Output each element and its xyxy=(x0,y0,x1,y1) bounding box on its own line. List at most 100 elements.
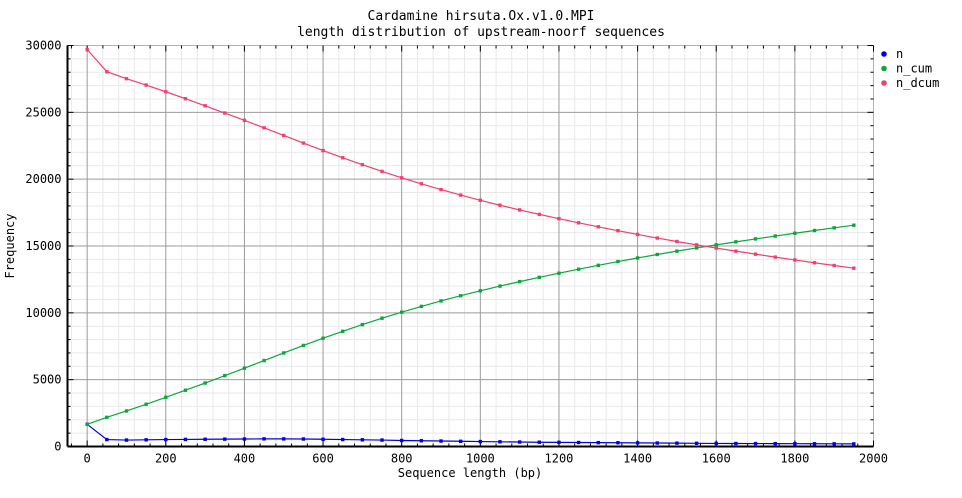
series-n_dcum-points xyxy=(85,47,856,270)
data-point xyxy=(675,239,679,244)
data-point xyxy=(124,76,129,81)
data-point xyxy=(203,104,207,108)
data-point xyxy=(557,271,561,275)
data-point xyxy=(341,156,345,160)
data-point xyxy=(380,316,384,320)
data-point xyxy=(144,83,148,87)
data-point xyxy=(773,234,777,238)
data-point xyxy=(301,343,306,348)
x-tick-label: 1400 xyxy=(623,452,652,466)
data-point xyxy=(360,322,365,327)
series-n-points xyxy=(85,422,856,446)
data-point xyxy=(557,216,561,221)
data-point xyxy=(458,193,463,197)
y-tick-label: 15000 xyxy=(25,239,61,253)
data-point xyxy=(360,438,365,442)
data-point xyxy=(85,422,89,427)
data-point xyxy=(242,118,247,123)
data-point xyxy=(517,279,522,284)
data-point xyxy=(714,441,718,446)
legend-entry-n-cum: n_cum xyxy=(881,62,932,76)
data-point xyxy=(144,438,148,442)
data-point xyxy=(694,441,699,445)
data-point xyxy=(596,263,600,268)
data-point xyxy=(832,442,836,446)
x-tick-labels: 0 200 400 600 800 1000 1200 1400 1600 1800 2000 xyxy=(84,452,888,466)
data-point xyxy=(242,366,247,370)
data-point xyxy=(439,299,443,303)
data-point xyxy=(321,336,325,340)
data-point xyxy=(596,440,600,445)
legend-label-n: n xyxy=(896,47,903,61)
data-point xyxy=(321,148,325,153)
series-n-line xyxy=(86,423,854,445)
data-point xyxy=(380,169,384,174)
data-point xyxy=(85,47,89,52)
data-point xyxy=(616,441,620,445)
y-tick-label: 25000 xyxy=(25,105,61,119)
data-point xyxy=(399,310,404,314)
data-point xyxy=(714,243,718,247)
data-point xyxy=(655,236,659,240)
data-point xyxy=(183,437,188,442)
data-point xyxy=(105,415,109,420)
x-tick-label: 600 xyxy=(312,452,334,466)
data-point xyxy=(812,228,817,233)
data-point xyxy=(832,226,836,230)
data-point xyxy=(498,203,502,207)
data-point xyxy=(419,439,424,443)
data-point xyxy=(203,437,207,441)
data-point xyxy=(793,231,797,235)
legend-label-n-dcum: n_dcum xyxy=(896,76,939,90)
data-point xyxy=(439,187,443,192)
data-point xyxy=(655,252,659,257)
data-point xyxy=(734,441,738,446)
data-point xyxy=(655,441,659,445)
x-tick-label: 0 xyxy=(84,452,91,466)
data-point xyxy=(124,438,129,442)
data-point xyxy=(223,111,227,115)
data-point xyxy=(812,261,817,265)
data-point xyxy=(517,440,522,444)
x-tick-label: 1000 xyxy=(466,452,495,466)
data-point xyxy=(399,176,404,180)
data-point xyxy=(753,237,758,241)
data-point xyxy=(164,90,168,94)
series-n_cum-line xyxy=(86,224,854,425)
data-point xyxy=(242,437,247,441)
data-point xyxy=(812,442,817,446)
data-point xyxy=(753,441,758,446)
data-point xyxy=(360,163,365,167)
data-point xyxy=(576,267,581,271)
y-tick-label: 10000 xyxy=(25,306,61,320)
data-point xyxy=(321,437,325,441)
x-tick-label: 1600 xyxy=(702,452,731,466)
legend-marker-n xyxy=(881,51,887,57)
x-tick-label: 200 xyxy=(155,452,177,466)
data-point xyxy=(419,182,424,186)
x-tick-label: 1200 xyxy=(545,452,574,466)
data-point xyxy=(105,69,109,74)
data-point xyxy=(753,252,758,256)
data-point xyxy=(458,294,463,298)
data-point xyxy=(557,440,561,445)
data-point xyxy=(616,228,620,233)
data-point xyxy=(478,198,483,202)
data-point xyxy=(399,438,404,443)
data-point xyxy=(852,266,856,270)
chart-subtitle: length distribution of upstream-noorf se… xyxy=(297,25,665,40)
series-n_cum xyxy=(85,223,856,427)
y-tick-label: 30000 xyxy=(25,39,61,53)
y-tick-labels: 0 5000 10000 15000 20000 25000 30000 xyxy=(25,39,61,454)
data-point xyxy=(282,133,286,138)
data-point xyxy=(478,289,483,293)
data-point xyxy=(223,437,227,441)
data-point xyxy=(203,381,207,385)
data-point xyxy=(282,351,286,355)
series-n_cum-points xyxy=(85,223,856,427)
data-point xyxy=(694,246,699,250)
data-point xyxy=(832,263,836,268)
data-point xyxy=(144,402,148,406)
legend: n n_cum n_dcum xyxy=(881,47,939,90)
